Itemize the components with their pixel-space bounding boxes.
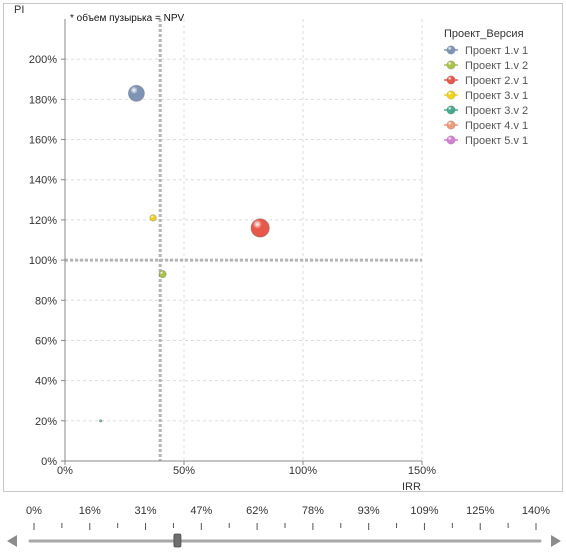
legend-item[interactable]: Проект 1.v 2	[444, 60, 528, 72]
bubble-size-note: * объем пузырька = NPV	[70, 12, 184, 24]
slider-thumb[interactable]	[173, 533, 182, 548]
y-axis-ticks: 0% 20% 40% 60% 80% 100% 120% 140% 160% 180% 200%	[29, 54, 65, 468]
reference-lines	[65, 19, 422, 461]
bubble[interactable]	[158, 270, 167, 279]
slider-tick-label: 125%	[466, 505, 494, 517]
legend-label: Проект 2.v 1	[465, 75, 528, 87]
x-axis-label: IRR	[402, 481, 421, 493]
y-tick-label: 0%	[41, 456, 57, 468]
slider-tick-label: 62%	[246, 505, 268, 517]
legend-marker-icon	[446, 60, 456, 70]
y-tick-label: 20%	[35, 416, 57, 428]
legend-item[interactable]: Проект 1.v 1	[444, 45, 528, 57]
y-tick-label: 200%	[29, 54, 57, 66]
legend-item[interactable]: Проект 5.v 1	[444, 135, 528, 147]
legend-title: Проект_Версия	[444, 28, 524, 40]
slider-tick-labels: 0% 16% 31% 47% 62% 78% 93% 109% 125% 140%	[26, 505, 550, 517]
slider-tick-label: 16%	[79, 505, 101, 517]
legend-marker-icon	[446, 45, 456, 55]
slider-tick-label: 109%	[410, 505, 438, 517]
x-tick-label: 150%	[408, 465, 436, 477]
legend-label: Проект 5.v 1	[465, 135, 528, 147]
slider-left-arrow-icon[interactable]	[7, 535, 17, 547]
x-tick-label: 0%	[57, 465, 73, 477]
legend-marker-icon	[446, 135, 456, 145]
legend-label: Проект 1.v 1	[465, 45, 528, 57]
slider-tick-label: 93%	[358, 505, 380, 517]
y-tick-label: 120%	[29, 215, 57, 227]
slider-right-arrow-icon[interactable]	[551, 535, 561, 547]
slider-tick-label: 31%	[135, 505, 157, 517]
legend-item[interactable]: Проект 3.v 1	[444, 90, 528, 102]
slider-tick-label: 78%	[302, 505, 324, 517]
plot-area: 0% 20% 40% 60% 80% 100% 120% 140% 160% 180% 200% 0…	[29, 19, 436, 477]
x-axis-ticks: 0% 50% 100% 150%	[57, 461, 436, 477]
slider-tick-label: 47%	[190, 505, 212, 517]
legend-label: Проект 4.v 1	[465, 120, 528, 132]
x-tick-label: 100%	[289, 465, 317, 477]
axes	[64, 19, 422, 462]
y-tick-label: 80%	[35, 295, 57, 307]
legend-marker-icon	[446, 105, 456, 115]
legend-label: Проект 3.v 2	[465, 105, 528, 117]
bubble[interactable]	[250, 218, 270, 238]
legend-label: Проект 1.v 2	[465, 60, 528, 72]
bubble[interactable]	[149, 214, 157, 222]
slider-ticks	[33, 523, 537, 530]
bubble[interactable]	[127, 84, 145, 102]
chart-frame	[3, 3, 563, 492]
value-slider[interactable]: 0% 16% 31% 47% 62% 78% 93% 109% 125% 140%	[7, 505, 561, 548]
y-tick-label: 60%	[35, 335, 57, 347]
x-tick-label: 50%	[173, 465, 195, 477]
bubbles	[99, 84, 270, 423]
legend-item[interactable]: Проект 3.v 2	[444, 105, 528, 117]
y-tick-label: 180%	[29, 94, 57, 106]
bubble[interactable]	[99, 419, 103, 423]
legend-item[interactable]: Проект 2.v 1	[444, 75, 528, 87]
legend-marker-icon	[446, 120, 456, 130]
y-tick-label: 100%	[29, 255, 57, 267]
legend-item[interactable]: Проект 4.v 1	[444, 120, 528, 132]
y-tick-label: 140%	[29, 175, 57, 187]
gridlines	[65, 19, 423, 461]
legend[interactable]: Проект_Версия Проект 1.v 1 Проект 1.v 2 Пр…	[444, 28, 528, 147]
slider-tick-label: 0%	[26, 505, 42, 517]
y-tick-label: 160%	[29, 135, 57, 147]
legend-marker-icon	[446, 90, 456, 100]
legend-marker-icon	[446, 75, 456, 85]
y-axis-label: PI	[14, 4, 24, 16]
legend-label: Проект 3.v 1	[465, 90, 528, 102]
slider-tick-label: 140%	[522, 505, 550, 517]
y-tick-label: 40%	[35, 376, 57, 388]
